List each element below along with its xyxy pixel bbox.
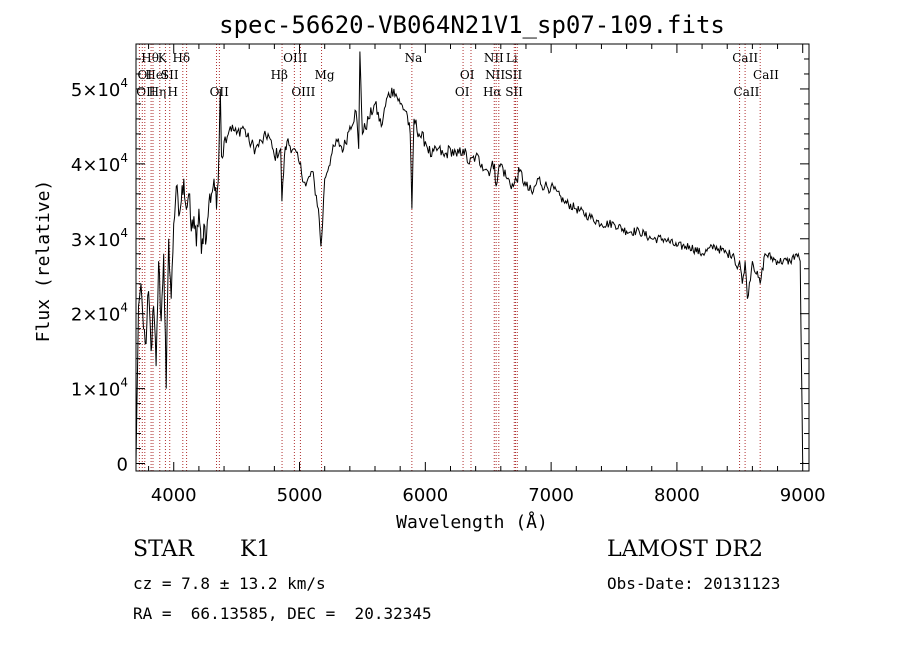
y-axis-ticks: 0 1×104 2×104 3×104 4×104 5×104 [71,58,809,476]
chart-title: spec-56620-VB064N21V1_sp07-109.fits [219,11,725,39]
spectral-line-label: NII [485,68,505,82]
x-tick-label: 9000 [780,485,826,506]
spectral-line-label: OI [455,85,470,99]
spectral-line-label: OIII [283,51,307,65]
spectral-line-markers: OIIOIHθHeIHηKSIIHHδOIIHβOIIIOIIIMgNaOIOI… [136,44,779,471]
x-axis-ticks: 4000 5000 6000 7000 8000 9000 [148,44,826,506]
spectral-line-label: Hη [149,85,167,99]
redshift-velocity: cz = 7.8 ± 13.2 km/s [133,574,326,593]
y-axis-label: Flux (relative) [33,180,54,343]
spectrum-series [135,51,804,464]
plot-frame [135,43,810,472]
spectral-line-label: CaII [753,68,779,82]
y-tick-label: 1×104 [71,376,128,401]
spectral-line-label: Hθ [141,51,159,65]
x-tick-label: 7000 [528,485,574,506]
y-tick-label: 0 [117,455,128,476]
spectral-line-label: Li [506,51,518,65]
x-tick-label: 5000 [277,485,323,506]
spectral-line-label: Hα [483,85,502,99]
spectral-line-label: OIII [291,85,315,99]
x-tick-label: 6000 [402,485,448,506]
spectral-line-label: CaII [734,85,760,99]
spectral-line-label: Mg [315,68,335,82]
y-tick-label: 3×104 [71,226,128,251]
y-tick-label: 4×104 [71,151,128,176]
spectral-line-label: OII [210,85,230,99]
y-tick-label: 5×104 [71,76,128,101]
observation-date: Obs-Date: 20131123 [607,574,781,593]
spectral-line-label: SII [505,68,523,82]
spectral-line-label: HeI [145,68,168,82]
spectrum-line [135,51,804,464]
spectral-line-label: Hβ [271,68,288,82]
spectral-line-label: CaII [732,51,758,65]
object-class: STAR [133,537,194,562]
x-tick-label: 4000 [151,485,197,506]
x-tick-label: 8000 [654,485,700,506]
x-axis-label: Wavelength (Å) [396,511,548,533]
spectral-subclass: K1 [240,537,271,562]
spectral-line-label: NII [484,51,504,65]
spectral-line-label: Hδ [172,51,190,65]
spectral-line-label: SII [505,85,523,99]
spectral-line-label: K [158,51,168,65]
survey-name: LAMOST DR2 [607,537,763,562]
spectral-line-label: Na [405,51,423,65]
spectral-line-label: H [167,85,177,99]
spectral-line-label: OI [460,68,475,82]
y-tick-label: 2×104 [71,301,128,326]
sky-coordinates: RA = 66.13585, DEC = 20.32345 [133,604,432,623]
